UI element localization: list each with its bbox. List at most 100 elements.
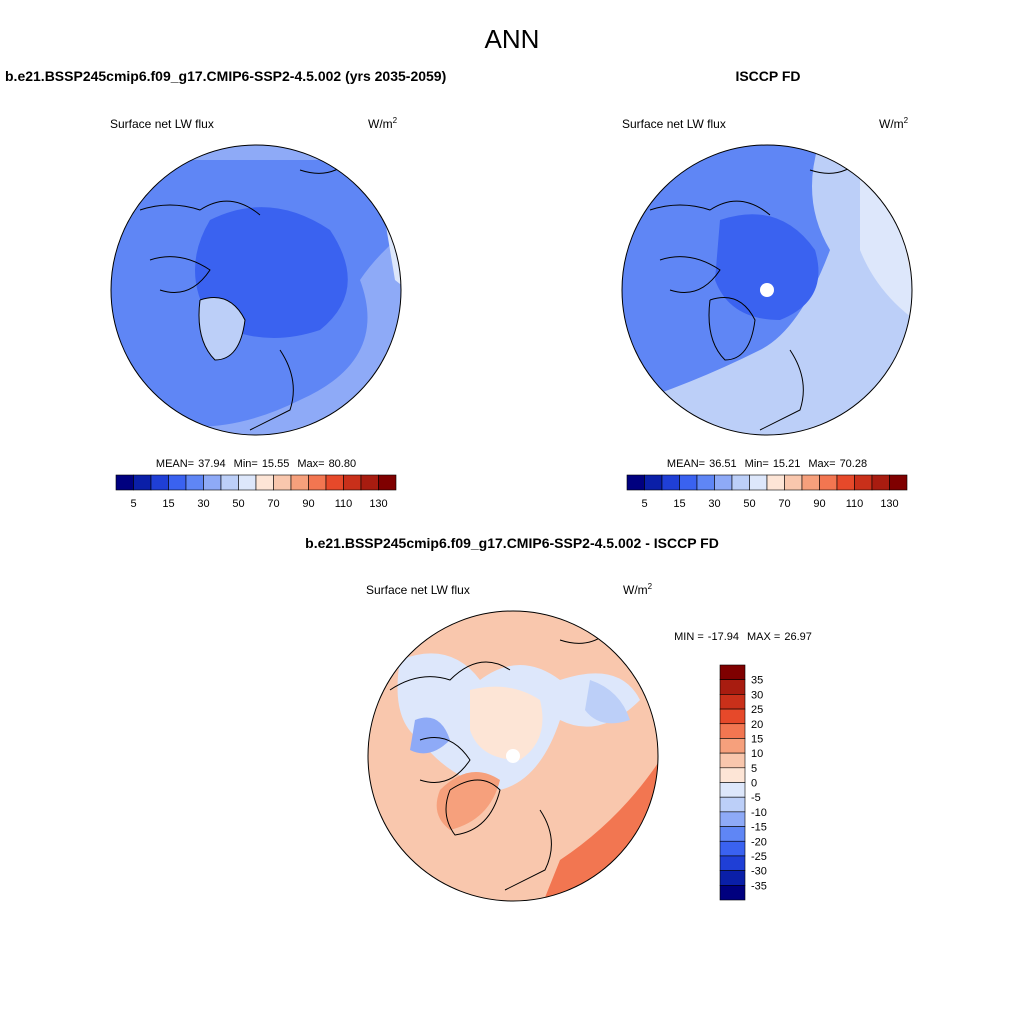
colorbar-box: [719, 723, 746, 739]
stat-label: Min=: [234, 458, 258, 470]
colorbar-box: [719, 855, 746, 871]
colorbar-label: 110: [335, 498, 353, 510]
colorbar-box: [626, 474, 645, 491]
units: W/m: [879, 117, 904, 131]
colorbar-label: 25: [751, 704, 763, 716]
units: W/m: [368, 117, 393, 131]
colorbar-label: -30: [751, 866, 767, 878]
colorbar-box: [719, 870, 746, 886]
colorbar-label: 90: [813, 498, 825, 510]
colorbar-box: [719, 885, 746, 901]
stat-value: 80.80: [329, 458, 357, 470]
stat-value: 37.94: [198, 458, 226, 470]
units-label: W/m2: [879, 116, 909, 131]
colorbar-label: 15: [673, 498, 685, 510]
colorbar-label: 50: [232, 498, 244, 510]
colorbar-box: [819, 474, 838, 491]
colorbar-box: [255, 474, 274, 491]
colorbar: 5 15 30 50 70 90 110 130: [626, 474, 908, 510]
map: [621, 144, 913, 436]
colorbar-box: [784, 474, 803, 491]
panel-title: ISCCP FD: [735, 68, 800, 84]
units-label: W/m2: [368, 116, 398, 131]
stat-value: 36.51: [709, 458, 737, 470]
colorbar-label: 10: [751, 748, 763, 760]
colorbar-label: 5: [130, 498, 136, 510]
colorbar-box: [238, 474, 257, 491]
colorbar-box: [679, 474, 698, 491]
colorbar-box: [719, 752, 746, 769]
colorbar-box: [661, 474, 680, 491]
colorbar-label: -25: [751, 851, 767, 863]
colorbar-label: 35: [751, 675, 763, 687]
colorbar-box: [719, 840, 746, 857]
colorbar-box: [203, 474, 222, 491]
colorbar-box: [168, 474, 187, 491]
stat-value: -17.94: [708, 631, 739, 643]
colorbar-box: [150, 474, 169, 491]
colorbar-box: [308, 474, 327, 491]
stats: MEAN= 37.94 Min= 15.55 Max= 80.80: [156, 458, 356, 470]
stat-label: MEAN=: [156, 458, 194, 470]
figure-title: ANN: [485, 24, 540, 54]
units-sup: 2: [393, 116, 398, 125]
colorbar-box: [836, 474, 855, 491]
colorbar-box: [343, 474, 362, 491]
colorbar-box: [871, 474, 890, 491]
map: [367, 610, 659, 902]
units: W/m: [623, 583, 648, 597]
colorbar-label: 30: [708, 498, 720, 510]
stat-label: Max=: [808, 458, 835, 470]
variable-label: Surface net LW flux: [622, 117, 726, 131]
colorbar-box: [719, 664, 746, 680]
stat-value: 70.28: [840, 458, 868, 470]
stat-value: 26.97: [784, 631, 812, 643]
colorbar-box: [801, 474, 820, 491]
colorbar-box: [719, 738, 746, 754]
colorbar-box: [719, 694, 746, 710]
stat-label: Max=: [297, 458, 324, 470]
colorbar: 5 15 30 50 70 90 110 130: [115, 474, 397, 510]
colorbar-label: 15: [162, 498, 174, 510]
variable-label: Surface net LW flux: [366, 583, 470, 597]
colorbar-box: [719, 679, 746, 695]
colorbar-box: [889, 474, 908, 491]
colorbar-box: [185, 474, 204, 491]
colorbar-label: 15: [751, 733, 763, 745]
colorbar-label: 20: [751, 719, 763, 731]
colorbar-box: [696, 474, 715, 491]
colorbar-label: 50: [743, 498, 755, 510]
map: [110, 144, 402, 436]
colorbar-label: -10: [751, 807, 767, 819]
stat-label: MAX =: [747, 631, 780, 643]
stats: MEAN= 36.51 Min= 15.21 Max= 70.28: [667, 458, 867, 470]
colorbar-label: 70: [267, 498, 279, 510]
colorbar-box: [766, 474, 785, 491]
colorbar-box: [714, 474, 733, 491]
colorbar-box: [731, 474, 750, 491]
stat-value: 15.21: [773, 458, 801, 470]
colorbar-box: [133, 474, 152, 491]
colorbar-label: -15: [751, 822, 767, 834]
colorbar-label: 30: [197, 498, 209, 510]
colorbar-box: [644, 474, 663, 491]
colorbar-box: [719, 767, 746, 783]
panel-title: b.e21.BSSP245cmip6.f09_g17.CMIP6-SSP2-4.…: [5, 68, 446, 84]
panel-title: b.e21.BSSP245cmip6.f09_g17.CMIP6-SSP2-4.…: [305, 535, 719, 551]
colorbar-label: 5: [751, 763, 757, 775]
colorbar-box: [115, 474, 134, 491]
colorbar-box: [719, 811, 746, 827]
stat-value: 15.55: [262, 458, 290, 470]
colorbar-label: 90: [302, 498, 314, 510]
colorbar-label: 30: [751, 689, 763, 701]
colorbar-label: 110: [846, 498, 864, 510]
stats: MIN = -17.94 MAX = 26.97: [674, 631, 812, 643]
colorbar-box: [378, 474, 397, 491]
colorbar-box: [719, 796, 746, 813]
colorbar-box: [290, 474, 309, 491]
units-label: W/m2: [623, 582, 653, 597]
units-sup: 2: [904, 116, 909, 125]
stat-label: MEAN=: [667, 458, 705, 470]
colorbar-box: [719, 708, 746, 725]
